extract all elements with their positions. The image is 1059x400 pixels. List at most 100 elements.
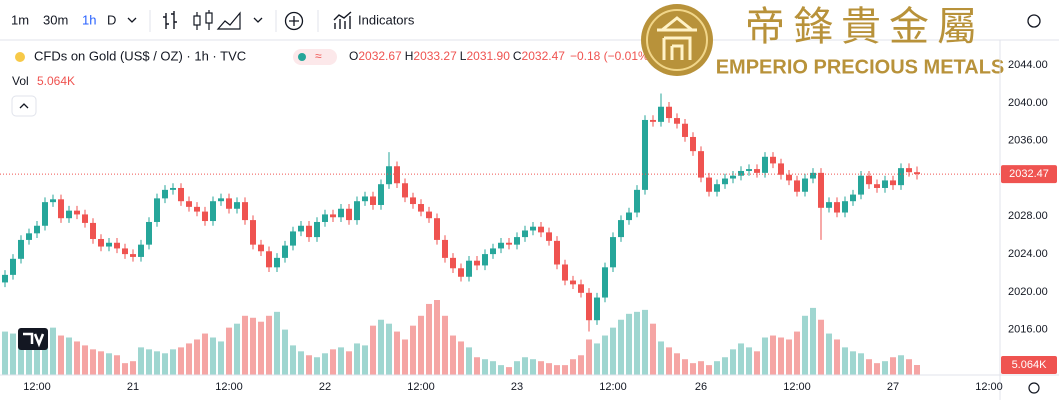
candle-body [34, 225, 40, 234]
candle-body [290, 231, 296, 246]
volume-bar [682, 359, 688, 375]
volume-bar [482, 359, 488, 375]
interval-button[interactable]: 30m [43, 12, 68, 27]
candle-body [18, 239, 24, 259]
volume-bar [10, 333, 16, 375]
brand-english: EMPERIO PRECIOUS METALS [716, 56, 1005, 78]
collapse-button[interactable] [11, 95, 37, 117]
interval-button[interactable]: 1h [82, 12, 96, 27]
candle-body [594, 297, 600, 321]
volume-bar [122, 363, 128, 375]
volume-bar [634, 311, 640, 375]
volume-bar [610, 327, 616, 375]
volume-bar [706, 365, 712, 375]
volume-bar [458, 341, 464, 375]
candle-body [10, 258, 16, 275]
collapse-icon[interactable] [19, 103, 29, 109]
settings-icon[interactable] [1027, 14, 1041, 28]
volume-bar [34, 345, 40, 375]
candle-body [682, 123, 688, 137]
volume-bar [218, 341, 224, 375]
candle-body [714, 184, 720, 192]
candle-body [810, 172, 816, 179]
volume-bar [178, 347, 184, 375]
candle-body [434, 218, 440, 240]
last-price-label: 2032.47 [1009, 168, 1049, 180]
volume-bar [530, 359, 536, 375]
indicators-button[interactable]: Indicators [358, 12, 415, 27]
status-badge [293, 49, 337, 65]
candle-body [538, 226, 544, 233]
volume-bar [98, 351, 104, 375]
candles-icon[interactable] [205, 12, 213, 24]
volume-bar [130, 361, 136, 375]
indicators-icon[interactable] [333, 11, 352, 29]
bars-icon[interactable] [163, 11, 177, 29]
logo-mark [657, 16, 697, 60]
candle-body [178, 187, 184, 202]
volume-bar [514, 361, 520, 375]
volume-bar [754, 351, 760, 375]
volume-bar [234, 323, 240, 375]
candle-body [746, 169, 752, 171]
candle-body [426, 211, 432, 219]
candle-body [322, 214, 328, 222]
add-icon[interactable] [289, 16, 299, 26]
volume-bar [786, 339, 792, 375]
candle-body [482, 254, 488, 266]
volume-bar [226, 327, 232, 375]
volume-bar [146, 349, 152, 375]
volume-bar [402, 339, 408, 375]
volume-bar [666, 347, 672, 375]
volume-bar [154, 351, 160, 375]
volume-bar [562, 365, 568, 375]
volume-bar [522, 357, 528, 375]
candle-body [338, 208, 344, 218]
dropdown-arrow[interactable] [127, 17, 137, 23]
interval-button[interactable]: 1m [11, 12, 29, 27]
candles-icon[interactable] [193, 15, 201, 26]
brand-chinese: 帝鋒貴金屬 [745, 4, 985, 50]
candle-body [314, 221, 320, 238]
candle-body [226, 198, 232, 209]
candle-body [442, 239, 448, 258]
candle-body [58, 199, 64, 219]
volume-bar [818, 319, 824, 375]
volume-bar [274, 311, 280, 375]
candle-body [730, 175, 736, 179]
candle-body [562, 264, 568, 281]
dropdown-arrow[interactable] [253, 17, 263, 23]
candle-body [2, 274, 8, 283]
area-icon[interactable] [216, 11, 241, 30]
volume-bar [346, 351, 352, 375]
volume-bar [74, 341, 80, 375]
candle-body [610, 237, 616, 268]
candle-body [194, 206, 200, 212]
volume-bar [850, 351, 856, 375]
axis-settings[interactable] [1028, 382, 1040, 394]
candle-body [170, 187, 176, 190]
volume-bar [170, 349, 176, 375]
volume-bar [898, 355, 904, 375]
candle-body [506, 242, 512, 245]
candle-body [890, 180, 896, 186]
add-icon[interactable] [284, 11, 304, 31]
volume-bar [50, 327, 56, 375]
candle-body [98, 238, 104, 247]
candle-body [458, 268, 464, 277]
volume-bar [410, 325, 416, 375]
candle-body [578, 284, 584, 293]
candle-body [234, 202, 240, 209]
volume-bar [378, 319, 384, 375]
interval-button[interactable]: D [107, 12, 116, 27]
candle-body [818, 172, 824, 208]
candle-body [738, 170, 744, 176]
candle-body [642, 119, 648, 190]
ohlc-legend: O2032.67 H2033.27 L2031.90 C2032.47 −0.18 (−… [349, 49, 653, 63]
candle-body [474, 260, 480, 266]
volume-bar [882, 361, 888, 375]
volume-bar [490, 361, 496, 375]
candle-body [490, 248, 496, 255]
candle-body [306, 225, 312, 238]
volume-bar [690, 363, 696, 375]
